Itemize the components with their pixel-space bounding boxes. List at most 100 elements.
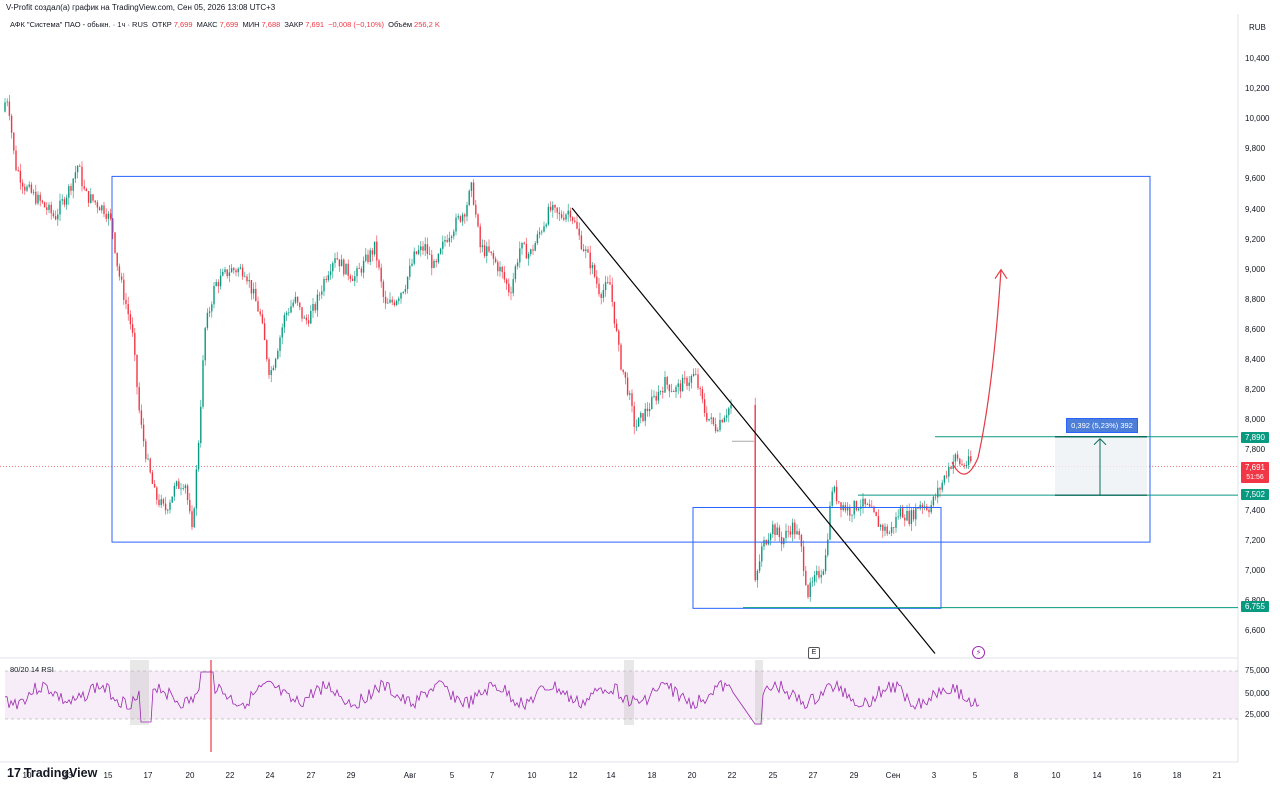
candle-body — [393, 302, 396, 306]
candle-body — [829, 505, 831, 540]
legend-high-value: 7,699 — [219, 20, 239, 29]
candle-body — [147, 458, 149, 460]
candle-body — [629, 393, 631, 395]
candle-body — [178, 481, 180, 489]
candle-body — [904, 517, 906, 521]
candle-body — [659, 391, 662, 392]
candle-body — [448, 237, 451, 242]
candle-body — [294, 296, 297, 303]
candle-body — [431, 254, 433, 268]
candle-body — [380, 267, 382, 282]
candle-body — [618, 330, 620, 345]
time-tick-label: Авг — [403, 771, 417, 780]
candle-body — [259, 311, 261, 315]
candle-body — [65, 197, 68, 205]
candle-body — [541, 231, 543, 233]
candle-body — [112, 218, 114, 233]
candle-body — [191, 511, 193, 528]
time-tick-label: 3 — [931, 771, 937, 780]
earnings-marker[interactable]: E — [808, 647, 820, 659]
price-tick-label: 7,400 — [1245, 505, 1266, 515]
candle-body — [930, 505, 932, 513]
candle-body — [257, 301, 259, 312]
candle-body — [180, 488, 182, 490]
candle-body — [571, 217, 574, 221]
candle-body — [235, 270, 237, 273]
candle-body — [545, 224, 547, 227]
candle-body — [299, 302, 301, 308]
candle-body — [604, 282, 607, 291]
candle-body — [563, 217, 565, 220]
candle-body — [305, 317, 308, 321]
candle-body — [189, 500, 191, 512]
candle-body — [730, 405, 732, 409]
currency-label[interactable]: RUB — [1249, 23, 1266, 32]
candle-body — [334, 258, 336, 264]
price-tick-label: 8,600 — [1245, 324, 1266, 334]
candle-body — [457, 216, 459, 218]
candle-body — [79, 165, 81, 167]
candle-body — [358, 268, 360, 269]
candle-body — [404, 289, 407, 292]
candle-body — [527, 254, 530, 259]
candle-body — [824, 555, 827, 572]
candle-body — [624, 371, 627, 378]
time-tick-label: 5 — [449, 771, 455, 780]
candle-body — [516, 262, 519, 267]
candle-body — [301, 307, 303, 319]
candle-body — [648, 408, 651, 412]
candle-body — [712, 417, 715, 425]
time-tick-label: 5 — [972, 771, 978, 780]
tradingview-logo[interactable]: 17 TradingView — [7, 766, 97, 780]
candle-body — [347, 263, 349, 276]
candle-body — [138, 387, 140, 411]
time-tick-label: 12 — [568, 771, 578, 780]
candle-body — [521, 242, 523, 249]
candle-body — [61, 199, 63, 201]
rsi-line — [4, 671, 980, 725]
candle-body — [378, 260, 380, 268]
candle-body — [580, 235, 583, 250]
candle-body — [626, 377, 629, 395]
candle-body — [90, 194, 92, 203]
candle-body — [514, 266, 517, 280]
time-tick-label: 27 — [306, 771, 316, 780]
rsi-indicator-label[interactable]: 80/20 14 RSI — [10, 665, 54, 674]
candle-body — [758, 561, 761, 571]
candle-body — [376, 241, 378, 261]
candle-body — [607, 282, 609, 283]
candle-body — [222, 271, 224, 276]
candle-body — [866, 504, 869, 506]
candle-body — [325, 279, 327, 281]
price-tag-7502: 7,502 — [1241, 489, 1269, 500]
candle-body — [838, 501, 840, 503]
candle-body — [52, 213, 55, 217]
candle-body — [640, 413, 642, 418]
candle-body — [675, 386, 677, 392]
legend-low-value: 7,688 — [261, 20, 281, 29]
candle-body — [479, 226, 481, 248]
candle-body — [708, 418, 710, 421]
candle-body — [470, 182, 473, 191]
candle-body — [673, 391, 675, 392]
candle-body — [206, 312, 209, 328]
candle-body — [666, 377, 668, 385]
candle-body — [266, 340, 268, 360]
candle-body — [613, 301, 616, 324]
candle-body — [125, 299, 127, 305]
candle-body — [593, 265, 596, 277]
price-range-label[interactable]: 0,392 (5,23%) 392 — [1066, 418, 1138, 433]
candle-body — [246, 276, 248, 282]
candle-body — [849, 506, 851, 516]
candle-body — [728, 408, 730, 416]
candle-body — [543, 226, 545, 232]
candle-body — [939, 487, 941, 490]
candle-body — [307, 320, 310, 324]
dividend-marker-icon[interactable]: ⚡ — [972, 646, 985, 659]
candle-body — [468, 190, 470, 205]
candle-body — [424, 244, 426, 251]
candle-body — [123, 279, 125, 300]
candle-body — [591, 265, 594, 269]
candle-body — [840, 502, 842, 510]
